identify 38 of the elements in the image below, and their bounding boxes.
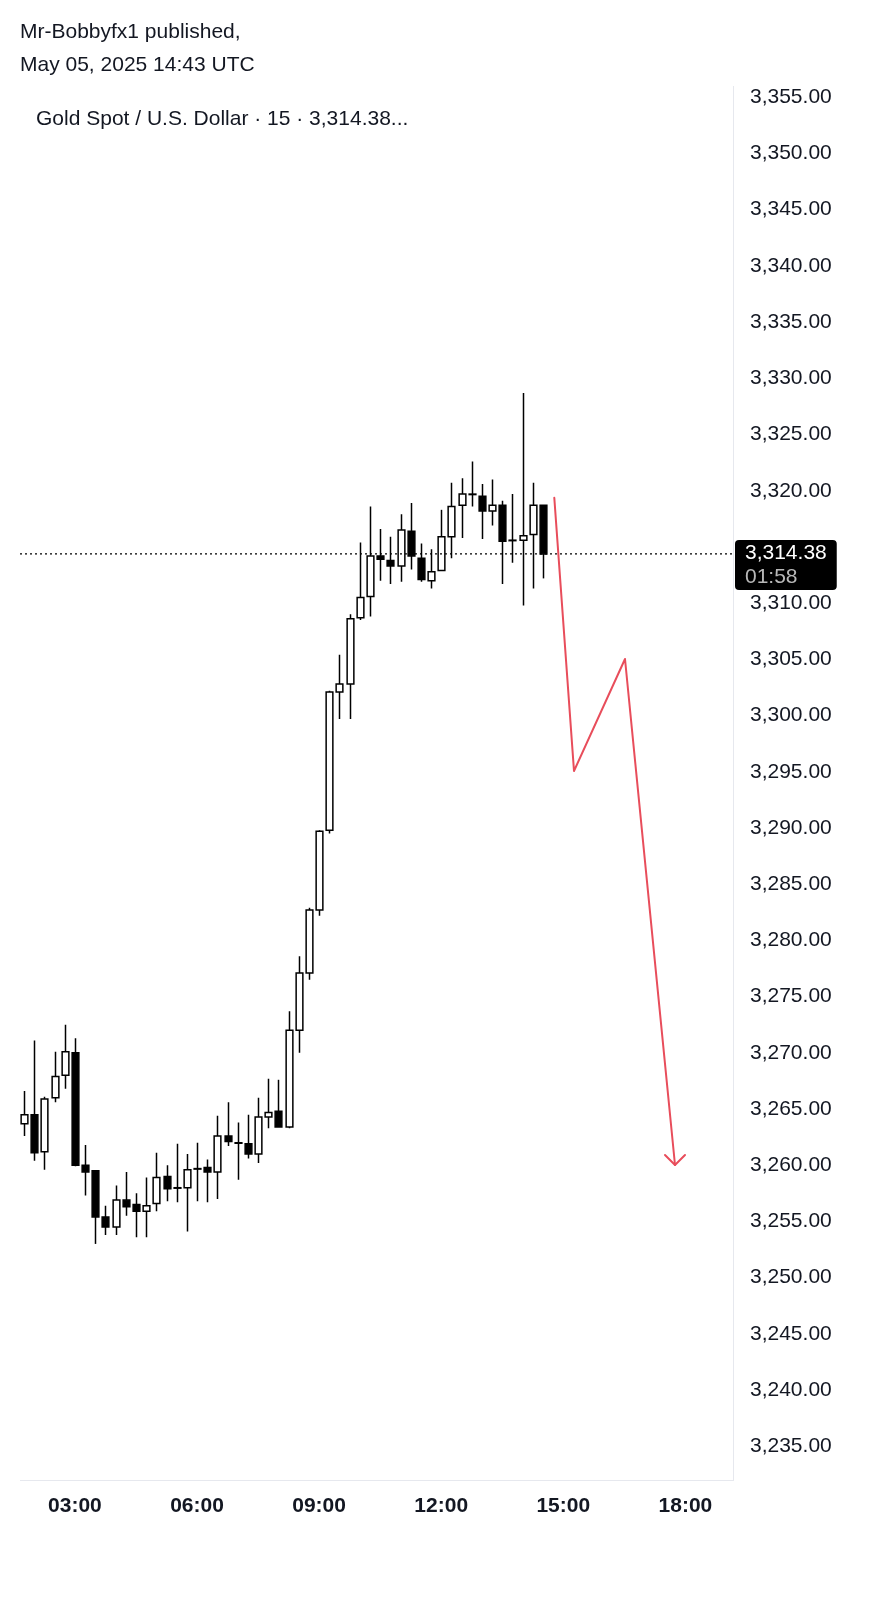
y-tick-label: 3,295.00 [750,758,832,782]
x-tick-label: 15:00 [536,1493,591,1517]
y-tick-label: 3,305.00 [750,646,832,670]
x-tick-label: 09:00 [292,1493,346,1517]
y-tick-label: 3,275.00 [750,983,832,1007]
text: Mr-Bobbyfx1 published, [20,18,242,44]
y-tick-label: 3,290.00 [750,814,832,838]
x-tick-label: 06:00 [170,1493,224,1517]
y-tick-label: 3,330.00 [750,365,832,389]
y-tick-label: 3,245.00 [750,1320,832,1344]
y-tick-label: 3,270.00 [750,1039,832,1063]
x-tick-label: 03:00 [48,1493,102,1517]
candlestick [224,1101,233,1147]
y-tick-label: 3,260.00 [750,1152,832,1176]
y-tick-label: 3,345.00 [750,196,832,220]
ref-line-label: 3,314.38 01:58 [745,539,827,587]
y-tick-label: 3,300.00 [750,702,832,726]
y-tick-label: 3,320.00 [750,477,832,501]
y-tick-label: 3,250.00 [750,1264,832,1288]
candlestick [346,613,355,720]
y-tick-label: 3,340.00 [750,252,832,276]
y-tick-label: 3,350.00 [750,140,832,164]
text: Gold Spot / U.S. Dollar · 15 · 3,314.38... [36,106,409,130]
y-tick-label: 3,285.00 [750,870,832,894]
text: May 05, 2025 14:43 UTC [20,51,255,77]
y-tick-label: 3,280.00 [750,927,832,951]
y-tick-label: 3,255.00 [750,1208,832,1232]
y-tick-label: 3,265.00 [750,1095,832,1119]
y-tick-label: 3,240.00 [750,1376,832,1400]
candlestick [51,1050,60,1104]
y-tick-label: 3,335.00 [750,308,832,332]
y-tick-label: 3,355.00 [750,84,832,108]
x-tick-label: 12:00 [414,1493,469,1517]
y-tick-label: 3,235.00 [750,1433,832,1457]
x-tick-label: 18:00 [658,1493,713,1517]
candlestick [152,1152,161,1213]
y-tick-label: 3,325.00 [750,421,832,445]
y-tick-label: 3,310.00 [750,589,832,613]
